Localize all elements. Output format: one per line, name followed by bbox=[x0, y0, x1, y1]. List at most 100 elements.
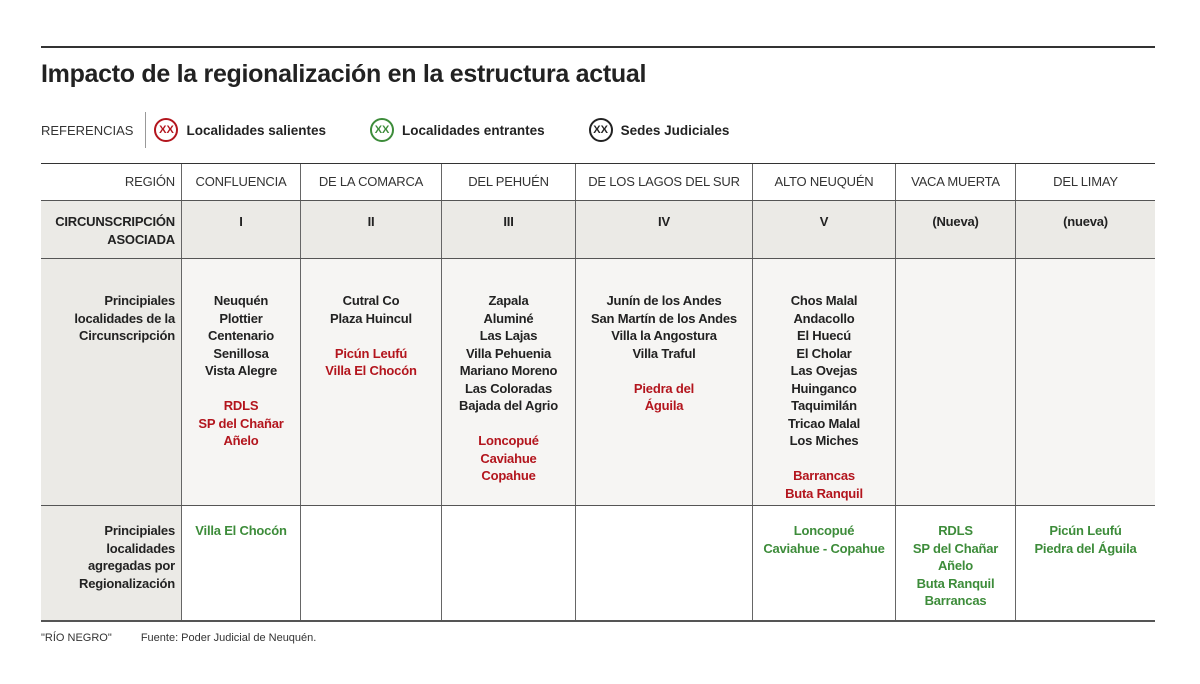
locality: Villa la Angostura bbox=[611, 328, 717, 343]
row-label: CIRCUNSCRIPCIÓN ASOCIADA bbox=[41, 201, 181, 258]
footer-source: Fuente: Poder Judicial de Neuquén. bbox=[140, 632, 317, 644]
table-cell: Picún Leufú Piedra del Águila bbox=[1015, 506, 1155, 620]
locality: Vista Alegre bbox=[204, 363, 278, 378]
region-header: ALTO NEUQUÉN bbox=[752, 164, 895, 200]
locality: Piedra del bbox=[633, 380, 695, 396]
legend-label: REFERENCIAS bbox=[41, 122, 134, 138]
locality: Tricao Malal bbox=[787, 415, 861, 431]
legend-text: Localidades entrantes bbox=[402, 122, 545, 138]
circunscripcion-cell: I bbox=[181, 201, 300, 258]
regionalization-table: REGIÓN CONFLUENCIA DE LA COMARCA DEL PEHUÉN… bbox=[41, 163, 1155, 622]
table-row: CIRCUNSCRIPCIÓN ASOCIADA I II III IV V (Nueva)… bbox=[41, 200, 1155, 258]
table-row: Principiales localidades de la Circunscr… bbox=[41, 258, 1155, 505]
page-title: Impacto de la regionalización en la estr… bbox=[41, 60, 647, 88]
footer-credit: "RÍO NEGRO" bbox=[41, 632, 112, 644]
locality: Junín de los Andes bbox=[606, 293, 722, 308]
locality: Piedra del Águila bbox=[1034, 540, 1137, 556]
locality: Cutral Co bbox=[342, 293, 400, 308]
row-label: REGIÓN bbox=[41, 164, 181, 200]
black-circle-icon: XX bbox=[588, 118, 613, 142]
table-cell bbox=[575, 506, 752, 620]
table-cell: Neuquén Plottier Centenario Senillosa Vista … bbox=[181, 259, 300, 505]
table-cell: Zapala Aluminé Las Lajas Villa Pehuenia Mari… bbox=[441, 259, 575, 505]
spacer bbox=[301, 327, 441, 345]
legend-item-sedes: XX Sedes Judiciales bbox=[588, 118, 729, 142]
locality: Neuquén bbox=[213, 293, 269, 308]
spacer bbox=[182, 380, 300, 398]
locality: Águila bbox=[644, 398, 684, 413]
region-header: DE LA COMARCA bbox=[300, 164, 441, 200]
locality: Aluminé bbox=[483, 310, 534, 326]
row-label: Principiales localidades agregadas por R… bbox=[41, 506, 181, 620]
table-cell: Junín de los Andes San Martín de los Ande… bbox=[575, 259, 752, 505]
locality: Villa Pehuenia bbox=[465, 345, 552, 361]
spacer bbox=[576, 362, 752, 380]
locality: Las Coloradas bbox=[465, 380, 552, 396]
locality: Caviahue - Copahue bbox=[763, 540, 885, 556]
table-cell: Villa El Chocón bbox=[181, 506, 300, 620]
locality: Loncopué bbox=[478, 433, 539, 448]
legend-divider bbox=[145, 112, 147, 148]
locality: Chos Malal bbox=[790, 293, 858, 308]
locality: Las Lajas bbox=[479, 328, 538, 343]
locality: Villa El Chocón bbox=[325, 363, 417, 378]
locality: Plottier bbox=[219, 310, 263, 326]
region-header: CONFLUENCIA bbox=[181, 164, 300, 200]
locality: SP del Chañar bbox=[912, 540, 999, 556]
legend: REFERENCIAS XX Localidades salientes XX … bbox=[41, 112, 773, 148]
top-rule bbox=[41, 46, 1155, 48]
table-cell bbox=[895, 259, 1015, 505]
locality: Bajada del Agrio bbox=[459, 398, 558, 413]
table-cell: Chos Malal Andacollo El Huecú El Cholar Las … bbox=[752, 259, 895, 505]
locality: Centenario bbox=[208, 328, 274, 343]
green-circle-icon: XX bbox=[370, 118, 395, 142]
locality: Villa El Chocón bbox=[195, 523, 287, 538]
locality: Plaza Huincul bbox=[330, 310, 412, 326]
locality: Mariano Moreno bbox=[459, 363, 558, 378]
table-cell: Loncopué Caviahue - Copahue bbox=[752, 506, 895, 620]
circunscripcion-cell: (nueva) bbox=[1015, 201, 1155, 258]
locality: Copahue bbox=[481, 468, 536, 483]
region-header: VACA MUERTA bbox=[895, 164, 1015, 200]
circunscripcion-cell: V bbox=[752, 201, 895, 258]
locality: Andacollo bbox=[793, 310, 855, 326]
locality: Taquimilán bbox=[791, 398, 857, 413]
table-row: REGIÓN CONFLUENCIA DE LA COMARCA DEL PEHUÉN… bbox=[41, 163, 1155, 200]
locality: Picún Leufú bbox=[334, 345, 408, 361]
locality: Barrancas bbox=[924, 593, 987, 608]
table-cell bbox=[441, 506, 575, 620]
locality: El Huecú bbox=[796, 328, 852, 343]
locality: Buta Ranquil bbox=[916, 575, 995, 591]
locality: Las Ovejas bbox=[790, 363, 858, 378]
locality: Loncopué bbox=[793, 523, 855, 538]
locality: Huinganco bbox=[791, 380, 857, 396]
locality: Añelo bbox=[223, 433, 259, 448]
spacer bbox=[442, 415, 575, 433]
circunscripcion-cell: III bbox=[441, 201, 575, 258]
footer: "RÍO NEGRO" Fuente: Poder Judicial de Ne… bbox=[41, 632, 342, 644]
region-header: DE LOS LAGOS DEL SUR bbox=[575, 164, 752, 200]
table-cell bbox=[300, 506, 441, 620]
circunscripcion-cell: IV bbox=[575, 201, 752, 258]
locality: Buta Ranquil bbox=[785, 485, 863, 501]
legend-item-entrantes: XX Localidades entrantes bbox=[370, 118, 545, 142]
circunscripcion-cell: II bbox=[300, 201, 441, 258]
locality: Barrancas bbox=[793, 468, 855, 483]
locality: SP del Chañar bbox=[198, 415, 284, 431]
locality: San Martín de los Andes bbox=[591, 310, 737, 326]
spacer bbox=[753, 450, 895, 468]
table-cell: RDLS SP del Chañar Añelo Buta Ranquil Barran… bbox=[895, 506, 1015, 620]
table-cell bbox=[1015, 259, 1155, 505]
circunscripcion-cell: (Nueva) bbox=[895, 201, 1015, 258]
table-cell: Cutral Co Plaza Huincul Picún Leufú Villa E… bbox=[300, 259, 441, 505]
locality: El Cholar bbox=[796, 345, 852, 361]
region-header: DEL LIMAY bbox=[1015, 164, 1155, 200]
region-header: DEL PEHUÉN bbox=[441, 164, 575, 200]
table-row: Principiales localidades agregadas por R… bbox=[41, 505, 1155, 622]
locality: Los Miches bbox=[789, 433, 859, 448]
locality: Caviahue bbox=[480, 450, 537, 466]
locality: Picún Leufú bbox=[1049, 523, 1122, 538]
locality: Añelo bbox=[937, 558, 974, 573]
locality: Villa Traful bbox=[632, 345, 696, 361]
legend-text: Localidades salientes bbox=[186, 122, 327, 138]
